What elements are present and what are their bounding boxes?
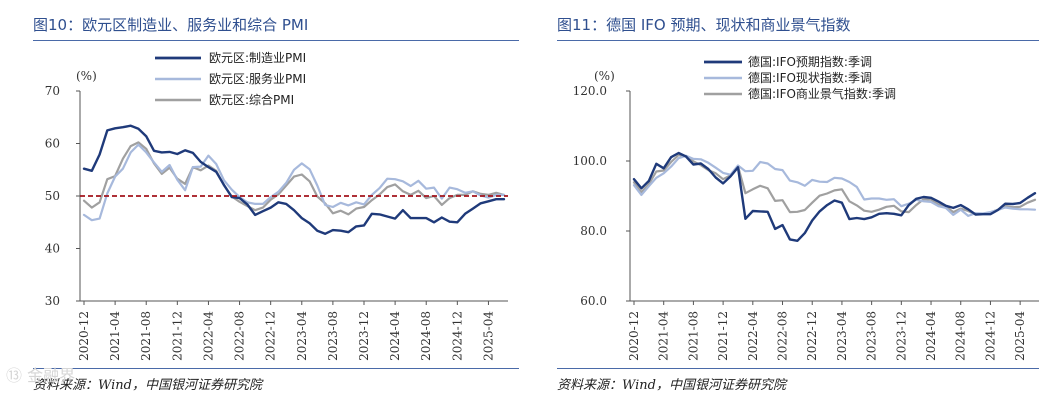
title-divider bbox=[557, 40, 1039, 41]
y-tick-label: 120.0 bbox=[573, 84, 607, 98]
chart-panel-germany-ifo: 图11：德国 IFO 预期、现状和商业景气指数 120.0 100.0 80.0 60… bbox=[521, 0, 1042, 400]
x-tick-label: 2021-04 bbox=[657, 311, 671, 361]
y-tick-label: 70 bbox=[45, 84, 60, 98]
x-tick-label: 2021-08 bbox=[686, 311, 700, 361]
x-tick-label: 2021-12 bbox=[170, 311, 184, 361]
x-tick-label: 2023-04 bbox=[835, 311, 849, 361]
legend-label: 欧元区:服务业PMI bbox=[209, 71, 306, 86]
x-tick-label: 2023-08 bbox=[326, 311, 340, 361]
x-tick-label: 2023-04 bbox=[295, 311, 309, 361]
x-tick-label: 2022-04 bbox=[201, 311, 215, 361]
x-tick-label: 2025-04 bbox=[1013, 311, 1027, 361]
y-tick-label: 60.0 bbox=[580, 294, 607, 308]
y-tick-label: 50 bbox=[45, 189, 60, 203]
x-tick-label: 2021-12 bbox=[716, 311, 730, 361]
y-unit-label: (%) bbox=[76, 69, 97, 83]
x-tick-label: 2022-12 bbox=[264, 311, 278, 361]
x-tick-label: 2023-12 bbox=[894, 311, 908, 361]
y-tick-label: 80.0 bbox=[580, 224, 607, 238]
y-tick-label: 60 bbox=[45, 137, 60, 151]
x-tick-label: 2024-08 bbox=[954, 311, 968, 361]
legend-label: 德国:IFO商业景气指数:季调 bbox=[748, 86, 896, 101]
x-tick-label: 2024-08 bbox=[419, 311, 433, 361]
series-line-1 bbox=[632, 154, 1037, 217]
series-line-0 bbox=[632, 151, 1037, 242]
chart-germany-ifo: 120.0 100.0 80.0 60.0 (%) 2020-12 2021-04 2021-… bbox=[573, 54, 1039, 361]
x-tick-label: 2021-08 bbox=[139, 311, 153, 361]
series-line-2 bbox=[632, 153, 1037, 216]
source-divider bbox=[557, 368, 1039, 369]
series-line-0 bbox=[82, 124, 506, 235]
source-note: 资料来源：Wind，中国银河证券研究院 bbox=[557, 378, 786, 393]
x-tick-label: 2020-12 bbox=[627, 311, 641, 361]
x-tick-label: 2022-04 bbox=[746, 311, 760, 361]
title-divider bbox=[33, 40, 519, 41]
x-tick-label: 2023-12 bbox=[357, 311, 371, 361]
chart-panel-eurozone-pmi: 图10：欧元区制造业、服务业和综合 PMI 70 60 50 40 30 (%) 2020-… bbox=[33, 16, 519, 393]
chart-title: 图10：欧元区制造业、服务业和综合 PMI bbox=[33, 16, 309, 34]
x-tick-label: 2022-08 bbox=[233, 311, 247, 361]
x-tick-label: 2024-04 bbox=[388, 311, 402, 361]
x-tick-label: 2021-04 bbox=[108, 311, 122, 361]
x-tick-label: 2024-12 bbox=[983, 311, 997, 361]
x-tick-label: 2020-12 bbox=[77, 311, 91, 361]
x-tick-label: 2022-08 bbox=[776, 311, 790, 361]
y-unit-label: (%) bbox=[594, 69, 615, 83]
series-line-1 bbox=[82, 143, 506, 222]
chart-eurozone-pmi: 70 60 50 40 30 (%) 2020-12 2021-04 2021-08 2021-1… bbox=[45, 51, 508, 361]
x-tick-label: 2023-08 bbox=[865, 311, 879, 361]
legend-label: 德国:IFO预期指数:季调 bbox=[748, 54, 872, 69]
chart-title: 图11：德国 IFO 预期、现状和商业景气指数 bbox=[557, 16, 851, 34]
y-tick-label: 100.0 bbox=[573, 154, 607, 168]
x-tick-label: 2024-12 bbox=[450, 311, 464, 361]
y-tick-label: 40 bbox=[45, 242, 60, 256]
source-divider bbox=[33, 368, 519, 369]
legend-label: 欧元区:综合PMI bbox=[209, 92, 294, 107]
legend-label: 欧元区:制造业PMI bbox=[209, 51, 306, 65]
source-note: 资料来源：Wind，中国银河证券研究院 bbox=[33, 378, 262, 393]
watermark-logo: ⑬ 金融界 bbox=[6, 366, 76, 385]
x-tick-label: 2025-04 bbox=[481, 311, 495, 361]
y-tick-label: 30 bbox=[45, 294, 60, 308]
legend-label: 德国:IFO现状指数:季调 bbox=[748, 70, 872, 85]
x-tick-label: 2024-04 bbox=[924, 311, 938, 361]
x-tick-label: 2022-12 bbox=[805, 311, 819, 361]
